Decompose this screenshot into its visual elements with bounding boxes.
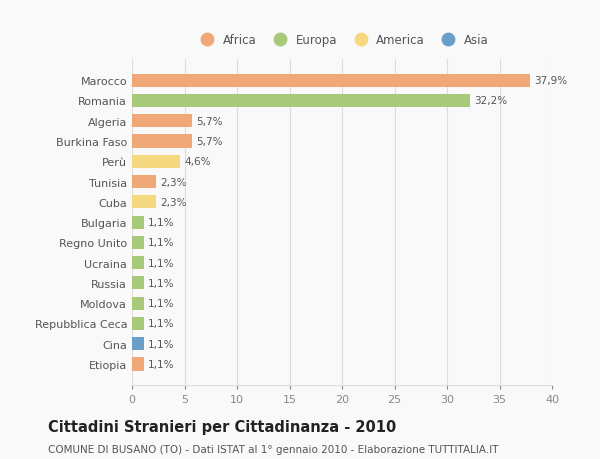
Text: COMUNE DI BUSANO (TO) - Dati ISTAT al 1° gennaio 2010 - Elaborazione TUTTITALIA.: COMUNE DI BUSANO (TO) - Dati ISTAT al 1°… bbox=[48, 444, 499, 454]
Text: 2,3%: 2,3% bbox=[160, 197, 187, 207]
Text: 1,1%: 1,1% bbox=[148, 258, 174, 268]
Text: 32,2%: 32,2% bbox=[475, 96, 508, 106]
Bar bbox=[132, 95, 470, 108]
Text: 4,6%: 4,6% bbox=[185, 157, 211, 167]
Bar bbox=[132, 277, 143, 290]
Text: Cittadini Stranieri per Cittadinanza - 2010: Cittadini Stranieri per Cittadinanza - 2… bbox=[48, 419, 396, 434]
Text: 5,7%: 5,7% bbox=[196, 137, 223, 147]
Bar bbox=[132, 196, 156, 209]
Text: 1,1%: 1,1% bbox=[148, 238, 174, 248]
Bar bbox=[132, 135, 192, 148]
Legend: Africa, Europa, America, Asia: Africa, Europa, America, Asia bbox=[191, 30, 493, 52]
Text: 1,1%: 1,1% bbox=[148, 218, 174, 228]
Text: 5,7%: 5,7% bbox=[196, 117, 223, 127]
Bar bbox=[132, 337, 143, 351]
Bar bbox=[132, 156, 181, 168]
Bar bbox=[132, 115, 192, 128]
Text: 37,9%: 37,9% bbox=[534, 76, 567, 86]
Bar bbox=[132, 358, 143, 371]
Bar bbox=[132, 176, 156, 189]
Text: 2,3%: 2,3% bbox=[160, 177, 187, 187]
Text: 1,1%: 1,1% bbox=[148, 319, 174, 329]
Text: 1,1%: 1,1% bbox=[148, 278, 174, 288]
Text: 1,1%: 1,1% bbox=[148, 339, 174, 349]
Bar bbox=[132, 216, 143, 229]
Bar bbox=[132, 257, 143, 269]
Bar bbox=[132, 74, 530, 88]
Bar bbox=[132, 297, 143, 310]
Text: 1,1%: 1,1% bbox=[148, 359, 174, 369]
Bar bbox=[132, 317, 143, 330]
Text: 1,1%: 1,1% bbox=[148, 298, 174, 308]
Bar bbox=[132, 236, 143, 249]
